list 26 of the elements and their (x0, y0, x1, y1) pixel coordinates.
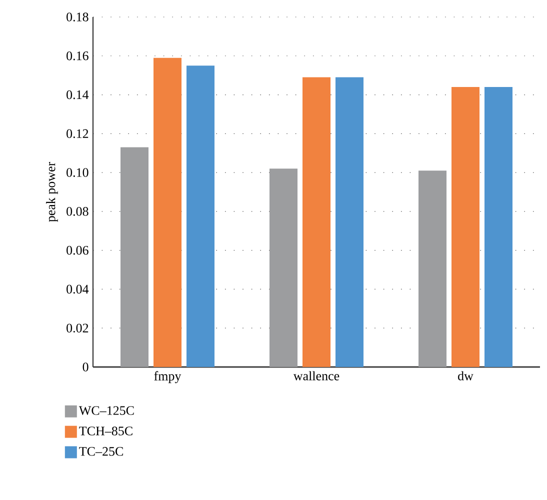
legend-label: TC–25C (79, 447, 123, 456)
y-tick-label: 0.18 (66, 12, 88, 22)
bar (269, 168, 298, 367)
bar (302, 77, 330, 367)
legend-label: TCH–85C (79, 426, 132, 436)
x-tick-label: fmpy (154, 371, 182, 384)
y-tick-label: 0.16 (66, 51, 88, 60)
y-tick-label: 0.02 (66, 324, 88, 333)
bar (451, 86, 480, 367)
bar (186, 66, 214, 367)
bar (484, 86, 512, 367)
bar (120, 147, 148, 367)
y-tick-label: 0 (82, 362, 88, 372)
y-tick-label: 0.12 (66, 129, 88, 138)
y-tick-label: 0.06 (66, 246, 88, 255)
y-tick-label: 0.04 (66, 284, 89, 294)
y-tick-label: 0.14 (66, 90, 89, 100)
y-tick-label: 0.10 (66, 168, 88, 177)
y-axis-title: peak power (46, 162, 58, 222)
x-tick-label: wallence (293, 371, 340, 380)
legend-label: WC–125C (78, 406, 134, 415)
x-tick-label: dw (458, 371, 474, 380)
y-tick-label: 0.08 (66, 207, 88, 216)
bar (335, 77, 364, 367)
bar (418, 170, 446, 367)
bar (154, 58, 182, 367)
